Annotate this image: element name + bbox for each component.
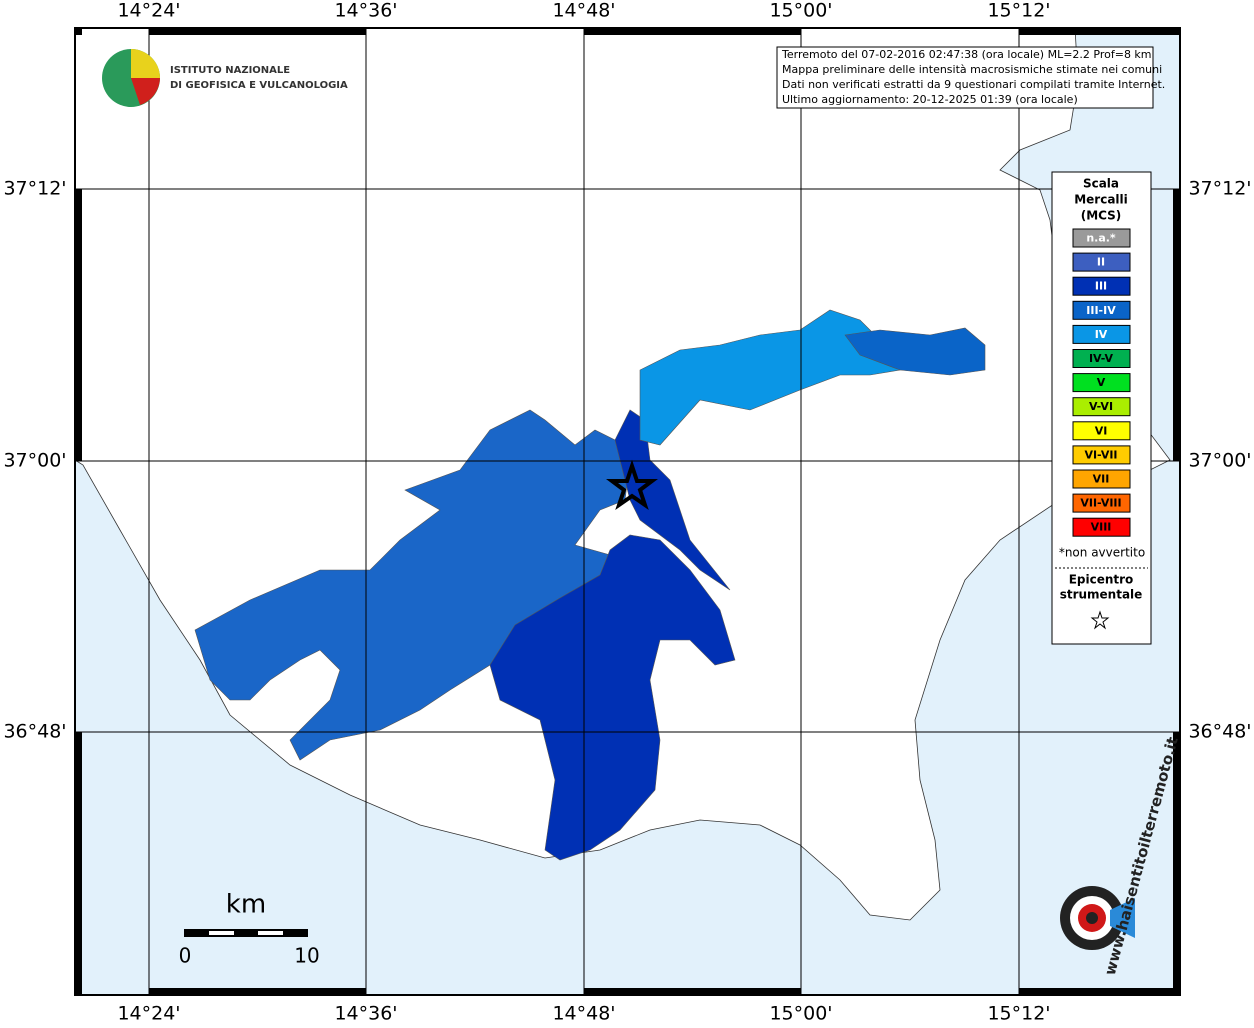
legend-label: VI-VII: [1084, 448, 1117, 461]
legend-label: IV-V: [1089, 352, 1114, 365]
scale-bar: [234, 930, 258, 936]
site-logo: [1086, 912, 1098, 924]
legend-swatch: [1072, 324, 1131, 344]
frame-bars: [75, 28, 1180, 995]
info-line: Dati non verificati estratti da 9 questi…: [782, 78, 1165, 91]
legend-swatch: [1072, 493, 1131, 513]
legend-swatch: [1072, 252, 1131, 272]
legend-label: VIII: [1091, 521, 1112, 534]
longitude-label: 14°24': [117, 1003, 180, 1025]
legend-epicenter: strumentale: [1060, 588, 1143, 602]
region-iii: [489, 534, 736, 861]
scale-bar: [185, 930, 209, 936]
info-box: [776, 46, 1154, 109]
legend-label: II: [1097, 256, 1105, 269]
legend-label: V-VI: [1089, 400, 1113, 413]
info-line: Ultimo aggiornamento: 20-12-2025 01:39 (…: [782, 93, 1078, 106]
scale-start: 0: [179, 944, 192, 968]
info-line: Terremoto del 07-02-2016 02:47:38 (ora l…: [781, 48, 1152, 61]
legend-label: n.a.*: [1086, 232, 1116, 245]
latitude-label: 36°48': [1188, 721, 1251, 743]
ingv-logo: [131, 49, 160, 78]
longitude-label: 14°24': [117, 0, 180, 22]
legend-swatch: [1072, 228, 1131, 248]
legend-swatch: [1072, 445, 1131, 465]
scale-unit: km: [226, 890, 266, 920]
longitude-label: 14°48': [552, 0, 615, 22]
legend-epicenter: Epicentro: [1069, 573, 1134, 587]
legend-swatch: [1072, 373, 1131, 393]
info-line: Mappa preliminare delle intensità macros…: [782, 63, 1162, 76]
latitude-label: 37°12': [1188, 178, 1251, 200]
legend-label: VII-VIII: [1080, 497, 1121, 510]
legend-label: VII: [1093, 473, 1110, 486]
graticule: [75, 28, 1180, 995]
legend-title: Mercalli: [1074, 193, 1128, 207]
legend-swatch: [1072, 349, 1131, 368]
latitude-label: 37°00': [1188, 450, 1251, 472]
legend-star: [1090, 610, 1110, 630]
scale-end: 10: [294, 944, 319, 968]
legend-label: III: [1095, 280, 1107, 293]
legend-label: IV: [1095, 328, 1108, 341]
longitude-label: 15°00': [769, 0, 832, 22]
longitude-label: 14°48': [552, 1003, 615, 1025]
site-logo: [1110, 898, 1135, 938]
legend-swatch: [1072, 421, 1131, 441]
legend-swatch: [1072, 517, 1131, 537]
scale-bar: [283, 930, 307, 936]
legend-title: Scala: [1083, 177, 1119, 191]
longitude-label: 14°36': [334, 1003, 397, 1025]
ingv-logo: [131, 78, 160, 105]
epicenter-star: [606, 459, 658, 511]
longitude-label: 15°12': [987, 1003, 1050, 1025]
institute: ISTITUTO NAZIONALE: [170, 65, 290, 76]
legend-swatch: [1072, 300, 1131, 320]
legend-label: V: [1097, 376, 1106, 389]
legend-label: III-IV: [1086, 304, 1116, 317]
latitude-label: 37°12': [3, 178, 66, 200]
latitude-label: 36°48': [3, 721, 66, 743]
longitude-label: 15°00': [769, 1003, 832, 1025]
longitude-label: 15°12': [987, 0, 1050, 22]
institute: DI GEOFISICA E VULCANOLOGIA: [170, 80, 348, 91]
legend-note: *non avvertito: [1059, 546, 1145, 560]
longitude-label: 14°36': [334, 0, 397, 22]
legend-swatch: [1072, 397, 1131, 417]
legend-swatch: [1072, 469, 1131, 489]
latitude-label: 37°00': [3, 450, 66, 472]
legend-title: (MCS): [1081, 209, 1122, 223]
region-iii-iv: [844, 327, 986, 376]
legend-swatch: [1072, 276, 1131, 296]
legend-label: VI: [1095, 424, 1108, 437]
